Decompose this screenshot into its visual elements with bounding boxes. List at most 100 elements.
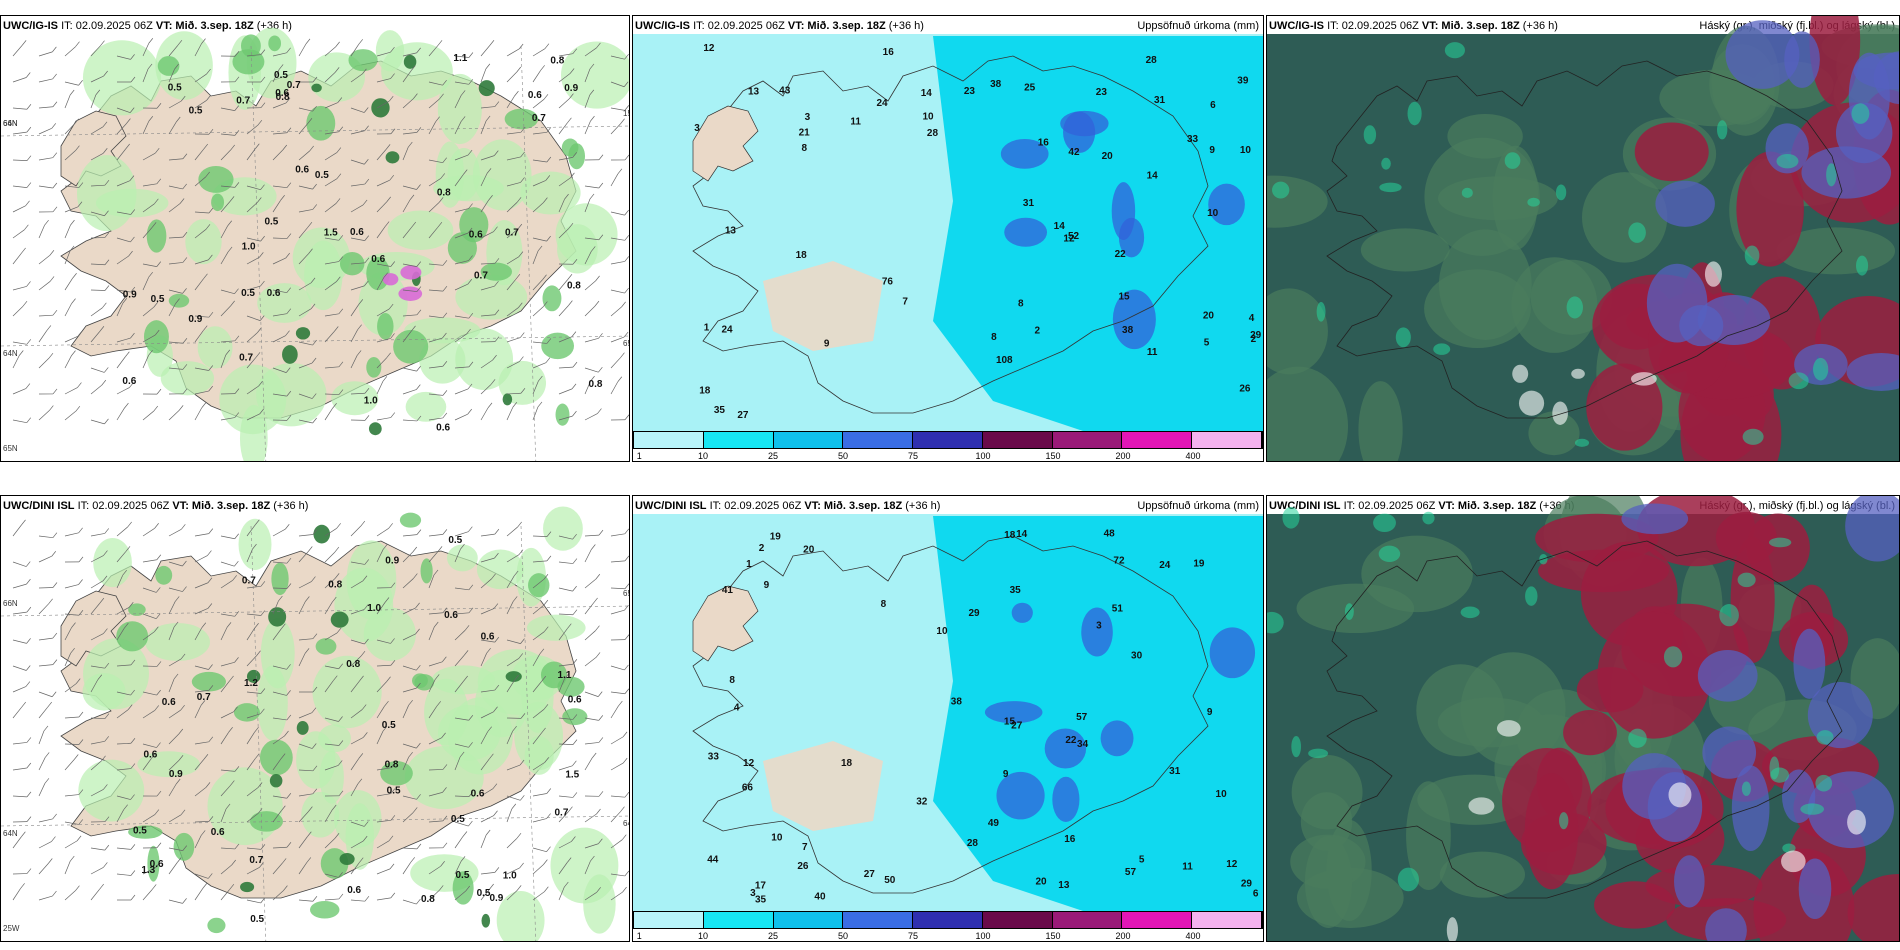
wind-barb-flag [416, 843, 422, 850]
wind-barb [428, 865, 441, 875]
wind-barb [610, 665, 625, 671]
wind-barb-flag [622, 731, 628, 738]
wind-barb-flag [468, 742, 473, 748]
wind-barb [142, 121, 150, 135]
wind-barb [12, 665, 27, 671]
wind-barb [428, 263, 443, 266]
precip-value-label: 0.6 [436, 423, 450, 434]
wind-barb-flag [540, 65, 545, 71]
wind-barb [90, 789, 104, 797]
wind-barb [246, 54, 261, 57]
wind-barb-flag [537, 245, 543, 252]
colorbar-segment [703, 912, 774, 928]
wind-barb-flag [260, 610, 266, 616]
wind-barb-flag [147, 63, 153, 70]
wind-barb [376, 897, 391, 901]
wind-barb [12, 561, 27, 567]
wind-barb-flag [156, 842, 162, 848]
precip-value-label: 0.7 [242, 575, 256, 586]
wind-barb [116, 148, 126, 161]
wind-barb [116, 123, 127, 135]
wind-barb [272, 289, 287, 294]
wind-barb-flag [130, 332, 135, 339]
wind-barb-flag [621, 301, 626, 308]
wind-barb-flag [52, 152, 58, 158]
wind-barb [376, 338, 391, 343]
wind-barb-flag [416, 664, 421, 671]
wind-barb [376, 681, 387, 693]
wind-barb [64, 627, 72, 641]
wind-barb [220, 305, 231, 317]
wind-barb [38, 78, 53, 83]
wind-barb [480, 155, 495, 161]
wind-barb-flag [364, 235, 370, 241]
precip-total-label: 33 [1187, 134, 1199, 145]
wind-barb [272, 102, 287, 109]
wind-barb-flag [433, 569, 439, 576]
wind-barb-flag [519, 332, 525, 338]
wind-barb-flag [26, 737, 32, 743]
precip-value-label: 0.7 [532, 113, 546, 124]
wind-barb-flag [390, 638, 395, 644]
wind-barb-flag [490, 379, 496, 385]
wind-barb [324, 152, 338, 161]
wind-barb [402, 899, 417, 905]
wind-barb-flag [52, 73, 57, 80]
wind-barb [454, 95, 462, 109]
wind-barb-flag [22, 300, 28, 307]
wind-barb-flag [569, 93, 574, 99]
wind-barb-flag [467, 408, 472, 415]
wind-barb [454, 260, 469, 265]
wind-barb-flag [49, 276, 55, 282]
wind-barb [402, 534, 417, 537]
wind-barb [610, 705, 619, 719]
wind-barb-flag [234, 611, 240, 617]
wind-barb-flag [308, 806, 313, 812]
wind-barb-flag [286, 287, 292, 293]
wind-barb-flag [416, 365, 421, 372]
wind-barb [220, 225, 229, 239]
westfjords-dry [692, 585, 759, 662]
wind-barb-flag [597, 691, 603, 697]
clear-sky-patch [1446, 917, 1458, 941]
precip-total-label: 14 [1054, 221, 1066, 232]
wind-barb [194, 665, 209, 670]
wind-barb [64, 683, 77, 693]
cloud-area-low [1634, 122, 1709, 182]
wind-barb [298, 836, 308, 849]
wind-barb [428, 365, 443, 369]
wind-barb [480, 68, 487, 83]
axis-label: 66N [3, 599, 18, 608]
wind-barb-flag [21, 831, 26, 837]
wind-barb [428, 393, 443, 396]
wind-barb-flag [310, 303, 316, 310]
precip-total-label: 5 [1139, 854, 1145, 865]
wind-barb [350, 639, 365, 645]
wind-barb [194, 259, 209, 265]
colorbar-tick-label: 400 [1185, 931, 1201, 941]
wind-barb-flag [622, 886, 627, 893]
wind-barb [194, 582, 209, 589]
wind-barb-flag [546, 338, 552, 344]
wind-barb-flag [26, 762, 32, 769]
wind-barb [350, 655, 362, 667]
graticule-lon [250, 45, 267, 461]
precip-area-heavy [330, 611, 349, 628]
wind-barb [220, 107, 235, 111]
wind-barb [532, 604, 545, 615]
precip-title: Uppsöfnuð úrkoma (mm) [1137, 500, 1259, 512]
wind-barb-flag [312, 417, 317, 424]
wind-barb-flag [182, 364, 188, 370]
wind-barb-flag [416, 415, 422, 422]
precip-total-label: 40 [814, 892, 826, 903]
wind-barb-flag [416, 184, 421, 190]
wind-barb-flag [571, 836, 576, 842]
model-label: UWC/DINI ISL [3, 500, 75, 512]
wind-barb [584, 757, 593, 771]
wind-barb-flag [545, 357, 551, 363]
wind-barb-flag [26, 606, 32, 613]
precip-total-label: 5 [1204, 338, 1210, 349]
wind-barb-flag [546, 846, 551, 852]
precip-value-label: 0.6 [347, 885, 361, 896]
wind-barb [584, 717, 599, 721]
